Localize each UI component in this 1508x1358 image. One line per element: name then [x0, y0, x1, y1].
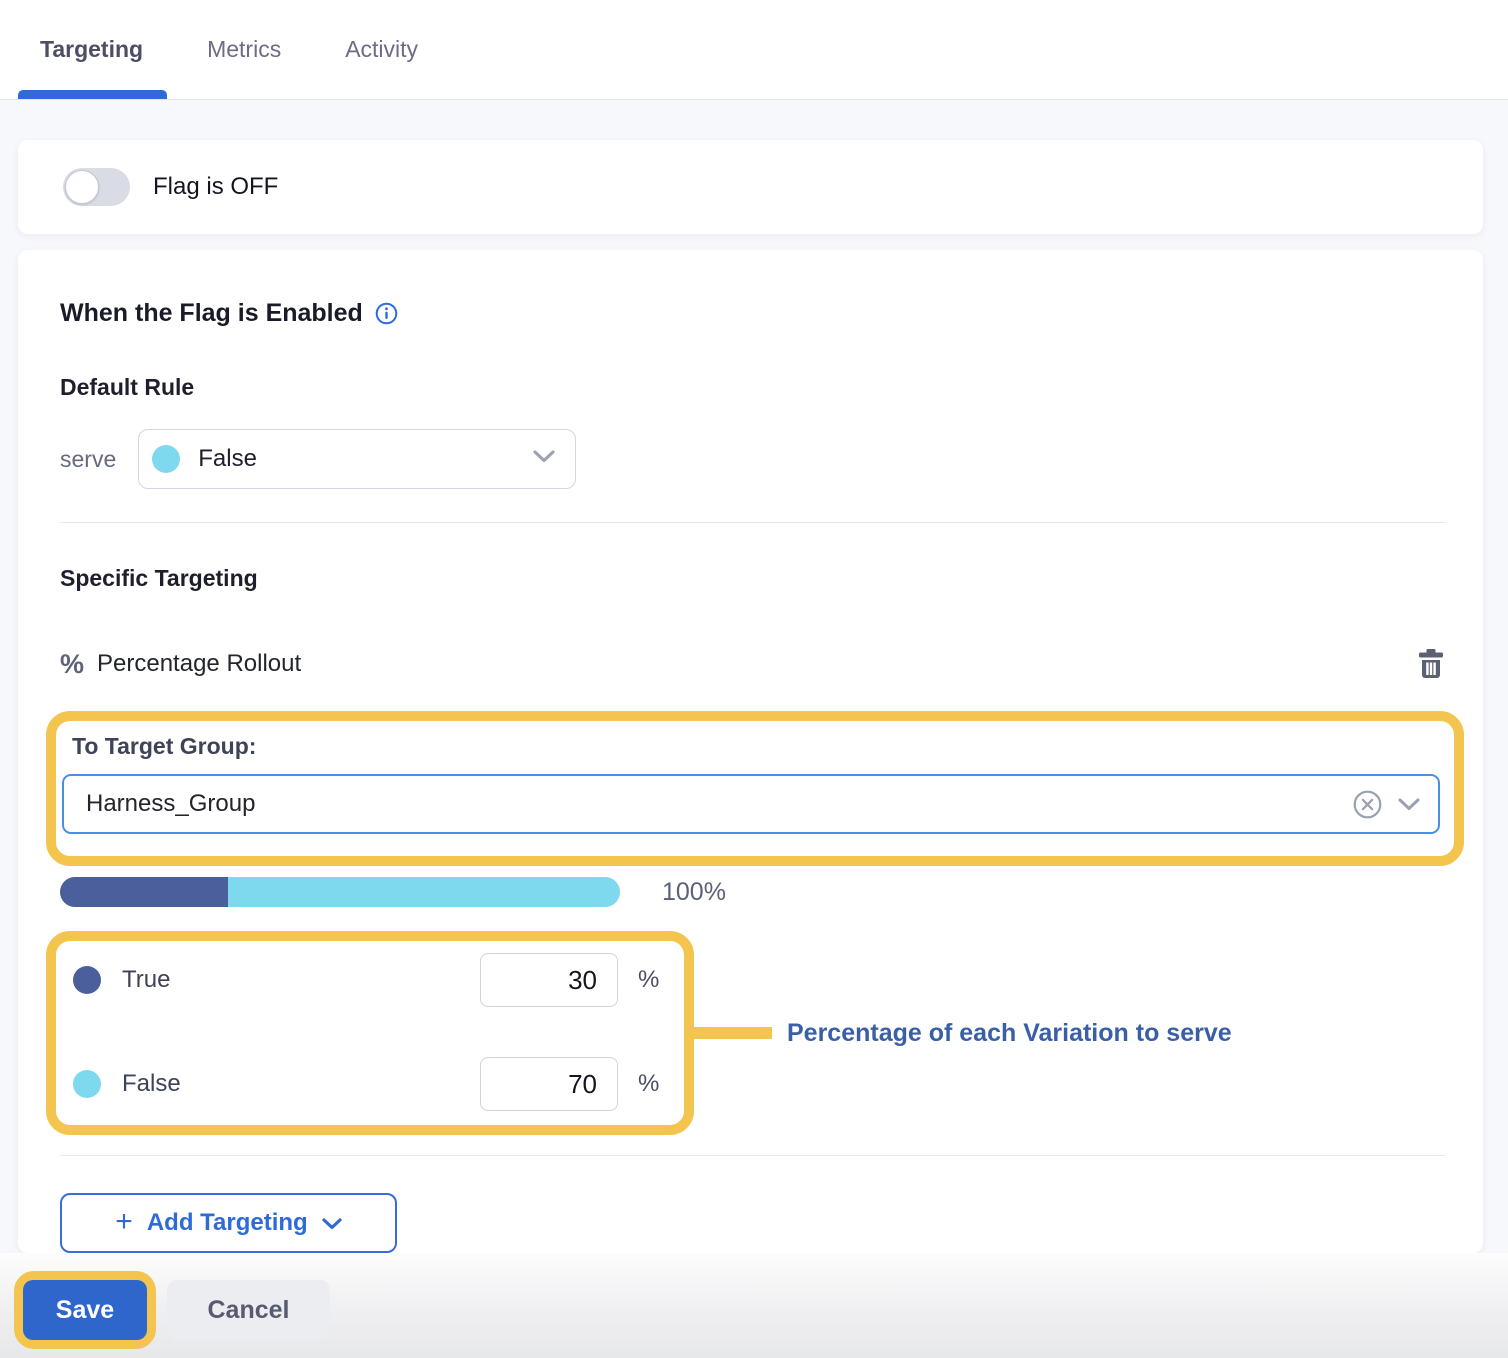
enabled-section-title: When the Flag is Enabled [60, 299, 1445, 328]
specific-targeting-label: Specific Targeting [60, 565, 258, 591]
target-group-highlight-box: To Target Group: [46, 711, 1464, 866]
annotation-text: Percentage of each Variation to serve [787, 1018, 1232, 1047]
progress-segment-false [228, 877, 620, 907]
variation-row-true: True % [64, 953, 662, 1007]
chevron-down-icon[interactable] [1398, 798, 1420, 811]
footer-action-bar: Save Cancel [0, 1253, 1508, 1358]
flag-status-card: Flag is OFF [18, 140, 1483, 234]
percent-icon: % [60, 648, 85, 679]
variation-name: True [122, 966, 171, 993]
tab-metrics[interactable]: Metrics [207, 36, 282, 62]
progress-total-label: 100% [662, 877, 726, 906]
clear-icon[interactable] [1353, 790, 1382, 819]
section-divider [60, 522, 1445, 523]
rollout-progress-bar [60, 877, 620, 907]
default-rule-label: Default Rule [60, 374, 195, 400]
variation-color-dot [152, 445, 181, 473]
target-group-input[interactable] [64, 776, 1353, 832]
progress-segment-true [60, 877, 228, 907]
add-targeting-button[interactable]: + Add Targeting [60, 1193, 397, 1253]
target-group-label: To Target Group: [72, 733, 257, 759]
enabled-section-title-text: When the Flag is Enabled [60, 299, 363, 327]
variation-dot [73, 966, 101, 994]
add-targeting-label: Add Targeting [146, 1209, 308, 1236]
default-rule-serve-row: serve False [60, 429, 1445, 489]
chevron-down-icon [533, 450, 555, 468]
variation-dot [73, 1070, 101, 1098]
variation-percent-input-true[interactable] [480, 953, 618, 1007]
tab-bar: Targeting Metrics Activity [0, 0, 1508, 100]
serve-label: serve [60, 445, 117, 472]
targeting-rules-card: When the Flag is Enabled Default Rule se… [18, 250, 1483, 1253]
variations-annotation-row: True % False % Percentage of each Variat… [46, 931, 1445, 1135]
trash-icon[interactable] [1417, 648, 1445, 680]
tab-activity[interactable]: Activity [345, 36, 419, 62]
variation-row-false: False % [64, 1057, 662, 1111]
default-variation-value: False [198, 445, 257, 472]
cancel-button[interactable]: Cancel [167, 1280, 330, 1340]
rollout-progress-row: 100% [60, 877, 1445, 907]
plus-icon: + [115, 1204, 133, 1238]
annotation-connector-line [694, 1027, 772, 1039]
default-variation-dropdown[interactable]: False [138, 429, 577, 489]
chevron-down-icon [322, 1209, 342, 1237]
percent-unit-label: % [638, 966, 660, 993]
variation-name: False [122, 1070, 181, 1097]
variations-highlight-box: True % False % [46, 931, 694, 1135]
flag-toggle-knob [65, 170, 99, 204]
section-divider [60, 1155, 1445, 1156]
page-background: Flag is OFF When the Flag is Enabled Def… [0, 100, 1508, 1253]
save-button[interactable]: Save [23, 1280, 147, 1340]
tab-targeting[interactable]: Targeting [17, 0, 168, 99]
flag-status-label: Flag is OFF [153, 173, 279, 200]
save-highlight-ring: Save [14, 1271, 156, 1349]
variation-percent-input-false[interactable] [480, 1057, 618, 1111]
target-group-combobox[interactable] [62, 774, 1440, 834]
info-icon[interactable] [375, 302, 398, 325]
percent-unit-label: % [638, 1070, 660, 1097]
percentage-rollout-header: % Percentage Rollout [60, 648, 1445, 680]
flag-toggle[interactable] [63, 168, 130, 206]
percentage-rollout-label: Percentage Rollout [97, 650, 302, 677]
